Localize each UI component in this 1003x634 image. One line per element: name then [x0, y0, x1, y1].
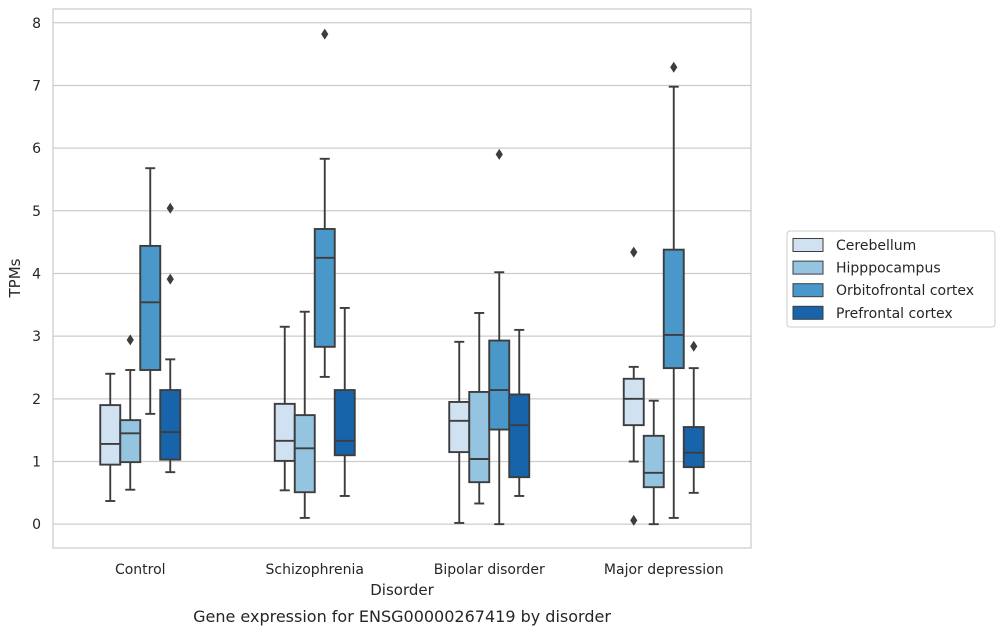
box-iqr	[159, 389, 182, 461]
box-hipppocampus	[642, 399, 665, 526]
legend-label: Hipppocampus	[836, 261, 941, 277]
box-cerebellum	[448, 340, 471, 524]
x-tick-label: Bipolar disorder	[434, 562, 545, 578]
outlier-point	[321, 28, 329, 40]
legend-swatch	[792, 238, 824, 252]
y-tick-label: 6	[32, 141, 41, 157]
box-iqr	[508, 393, 531, 479]
x-tick-label: Major depression	[604, 562, 724, 578]
legend-swatch	[792, 305, 824, 320]
box-iqr	[468, 390, 491, 484]
box-prefrontal-cortex	[508, 328, 531, 497]
box-iqr	[662, 248, 685, 370]
box-orbitofrontal-cortex	[139, 167, 162, 415]
outlier-point	[126, 334, 134, 346]
box-iqr	[448, 401, 471, 454]
legend-label: Prefrontal cortex	[836, 306, 953, 322]
box-iqr	[622, 377, 645, 427]
legend-frame	[786, 230, 996, 328]
box-prefrontal-cortex	[682, 340, 705, 494]
legend-label: Orbitofrontal cortex	[836, 283, 974, 299]
box-cerebellum	[273, 325, 296, 492]
outlier-point	[690, 340, 698, 352]
outlier-point	[495, 148, 503, 160]
legend-swatch	[792, 260, 824, 275]
box-iqr	[119, 419, 142, 464]
box-iqr	[273, 402, 296, 462]
legend-swatch	[792, 283, 824, 298]
box-orbitofrontal-cortex	[662, 61, 685, 519]
plot-boxes	[99, 28, 705, 526]
box-iqr	[293, 414, 316, 494]
box-iqr	[139, 244, 162, 371]
outlier-point	[630, 246, 638, 258]
y-tick-label: 7	[32, 78, 41, 94]
box-iqr	[642, 434, 665, 489]
box-iqr	[313, 228, 336, 348]
legend-label: Cerebellum	[836, 238, 916, 254]
box-prefrontal-cortex	[159, 202, 182, 474]
box-orbitofrontal-cortex	[313, 28, 336, 378]
y-tick-label: 5	[32, 204, 41, 220]
legend: Cerebellum Hipppocampus Orbitofrontal cort…	[786, 230, 996, 328]
box-prefrontal-cortex	[333, 307, 356, 497]
y-tick-labels: 0 1 2 3 4 5 6 7 8	[32, 16, 41, 533]
outlier-point	[630, 514, 638, 526]
y-tick-label: 2	[32, 392, 41, 408]
x-tick-label: Schizophrenia	[266, 562, 364, 578]
box-iqr	[333, 389, 356, 457]
box-cerebellum	[622, 246, 645, 526]
y-tick-label: 1	[32, 455, 41, 471]
x-tick-label: Control	[115, 562, 166, 578]
box-orbitofrontal-cortex	[488, 148, 511, 526]
y-tick-label: 8	[32, 16, 41, 32]
box-iqr	[99, 404, 122, 466]
outlier-point	[166, 273, 174, 285]
x-tick-labels: Control Schizophrenia Bipolar disorder Majo…	[115, 562, 724, 578]
box-hipppocampus	[119, 334, 142, 491]
y-axis-title: TPMs	[6, 258, 24, 298]
outlier-point	[670, 61, 678, 73]
box-iqr	[682, 426, 705, 469]
box-hipppocampus	[293, 310, 316, 519]
box-cerebellum	[99, 372, 122, 502]
box-hipppocampus	[468, 312, 491, 505]
plot-frame	[52, 8, 752, 549]
x-axis-title: Disorder	[370, 581, 434, 599]
outlier-point	[166, 202, 174, 214]
chart-title: Gene expression for ENSG00000267419 by d…	[193, 607, 611, 626]
y-tick-label: 3	[32, 329, 41, 345]
box-iqr	[488, 339, 511, 431]
y-tick-label: 0	[32, 517, 41, 533]
y-tick-label: 4	[32, 266, 41, 282]
